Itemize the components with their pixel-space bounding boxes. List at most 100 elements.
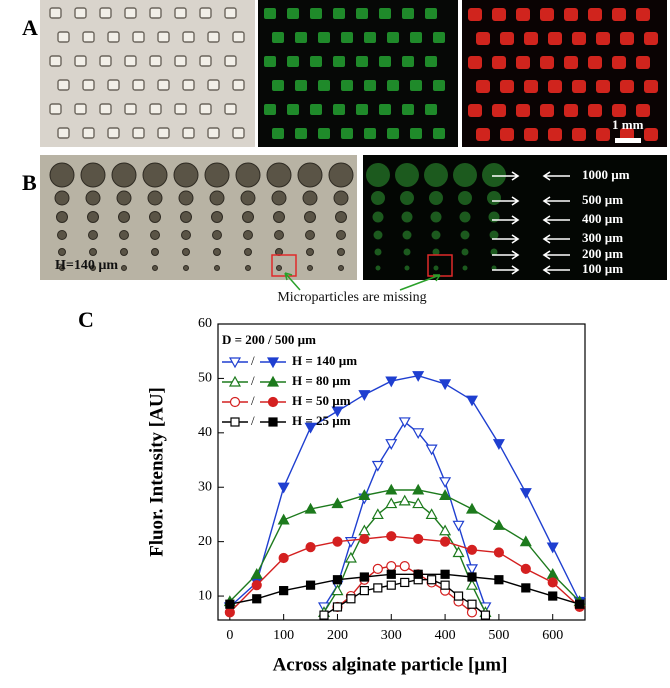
diameter-label: 300 µm	[582, 230, 623, 245]
marker	[465, 395, 479, 407]
well	[183, 265, 189, 271]
marker	[413, 569, 423, 579]
well	[174, 103, 187, 115]
marker	[268, 417, 278, 427]
x-tick-label: 100	[273, 628, 294, 643]
red-particle	[564, 8, 578, 21]
red-particle	[516, 56, 530, 69]
green-particle	[374, 248, 382, 256]
marker	[399, 561, 410, 572]
marker	[519, 488, 532, 499]
red-particle	[596, 128, 610, 141]
marker	[548, 591, 558, 601]
missing-box	[271, 254, 297, 277]
green-particle	[318, 80, 330, 91]
marker	[224, 607, 235, 618]
red-particle	[540, 104, 554, 117]
green-particle	[287, 8, 299, 19]
well	[157, 79, 170, 91]
well	[74, 7, 87, 19]
green-particle	[489, 230, 499, 240]
well	[107, 127, 120, 139]
marker	[439, 379, 452, 391]
marker	[521, 583, 531, 593]
well	[214, 265, 220, 271]
well	[49, 55, 62, 67]
well	[212, 230, 222, 240]
marker	[385, 376, 398, 388]
well	[304, 211, 316, 223]
well	[88, 230, 98, 240]
marker	[372, 563, 383, 574]
panel-label: B	[22, 170, 37, 195]
green-particle	[372, 211, 384, 223]
well	[243, 230, 253, 240]
marker	[277, 482, 290, 494]
panel-label: C	[78, 307, 94, 332]
marker	[412, 371, 425, 382]
diameter-label: 200 µm	[582, 246, 623, 261]
marker	[492, 519, 505, 530]
green-particle	[488, 211, 500, 223]
legend-separator: /	[251, 373, 255, 388]
green-particle	[400, 191, 414, 205]
red-particle	[468, 104, 482, 117]
marker	[452, 520, 465, 532]
well	[271, 190, 287, 206]
well	[54, 190, 70, 206]
marker	[332, 575, 343, 585]
marker	[412, 483, 425, 495]
well	[57, 127, 70, 139]
arrow-pair	[492, 250, 570, 260]
well	[274, 230, 284, 240]
marker	[229, 396, 241, 408]
well	[180, 211, 192, 223]
green-particle	[425, 8, 437, 19]
marker	[546, 542, 559, 554]
marker	[439, 536, 451, 547]
green-particle	[410, 32, 422, 43]
marker	[279, 586, 289, 596]
marker	[225, 599, 235, 609]
green-particle	[295, 128, 307, 139]
green-particle	[402, 104, 414, 115]
marker	[439, 524, 452, 536]
well	[149, 211, 161, 223]
y-tick-label: 40	[198, 425, 212, 440]
well	[328, 162, 354, 188]
red-particle	[564, 104, 578, 117]
red-particle	[620, 128, 634, 141]
marker	[466, 544, 478, 555]
well	[338, 265, 344, 271]
well	[276, 265, 282, 271]
well	[333, 190, 349, 206]
marker	[520, 563, 531, 574]
marker	[385, 483, 398, 495]
green-particle	[433, 265, 439, 271]
well	[152, 265, 158, 271]
well	[82, 127, 95, 139]
marker	[373, 583, 383, 593]
green-particle	[318, 128, 330, 139]
marker	[277, 513, 290, 525]
green-particle	[364, 80, 376, 91]
green-particle	[460, 230, 470, 240]
marker	[439, 477, 452, 489]
green-particle	[366, 163, 390, 187]
well	[132, 127, 145, 139]
marker	[359, 586, 369, 596]
green-particle	[318, 32, 330, 43]
green-particle	[356, 104, 368, 115]
green-particle	[333, 8, 345, 19]
red-particle	[524, 128, 538, 141]
red-particle	[500, 32, 514, 45]
marker	[519, 535, 532, 547]
green-particle	[462, 265, 468, 271]
well	[266, 162, 292, 188]
well	[150, 230, 160, 240]
red-particle	[524, 80, 538, 93]
well	[240, 190, 256, 206]
green-particle	[295, 80, 307, 91]
well	[111, 162, 137, 188]
